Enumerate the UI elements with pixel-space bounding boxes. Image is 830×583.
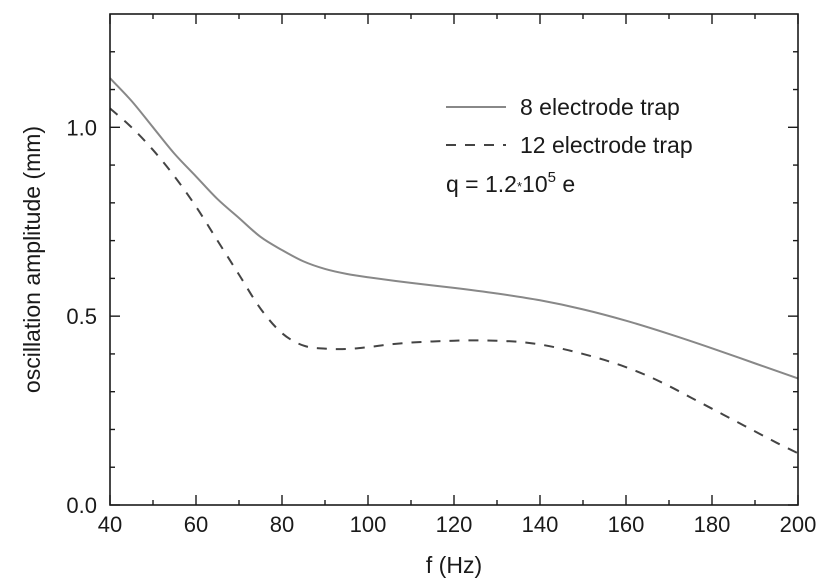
y-tick-label: 1.0 — [66, 115, 97, 140]
series-line-12-electrode — [109, 107, 799, 455]
plot-frame — [109, 13, 799, 506]
x-tick-label: 100 — [350, 512, 387, 537]
series-layer — [109, 77, 799, 455]
x-tick-label: 60 — [184, 512, 208, 537]
x-tick-label: 180 — [694, 512, 731, 537]
x-axis-label: f (Hz) — [426, 552, 482, 578]
legend: 8 electrode trap 12 electrode trap q = 1… — [446, 94, 693, 197]
tick-labels: 40 60 80 100 120 140 160 180 200 0.0 0.5 1.0 — [66, 115, 816, 537]
y-tick-label: 0.0 — [66, 493, 97, 518]
charge-annotation: q = 1.2*105 e — [446, 169, 575, 197]
y-axis-label: oscillation amplitude (mm) — [19, 126, 45, 393]
y-tick-label: 0.5 — [66, 304, 97, 329]
x-tick-label: 160 — [608, 512, 645, 537]
x-tick-label: 80 — [270, 512, 294, 537]
x-tick-label: 120 — [436, 512, 473, 537]
legend-label-12-electrode: 12 electrode trap — [520, 132, 693, 158]
legend-label-8-electrode: 8 electrode trap — [520, 94, 680, 120]
x-tick-label: 200 — [780, 512, 817, 537]
series-line-8-electrode — [109, 77, 799, 380]
axis-ticks — [109, 14, 799, 506]
x-tick-label: 40 — [98, 512, 122, 537]
x-tick-label: 140 — [522, 512, 559, 537]
